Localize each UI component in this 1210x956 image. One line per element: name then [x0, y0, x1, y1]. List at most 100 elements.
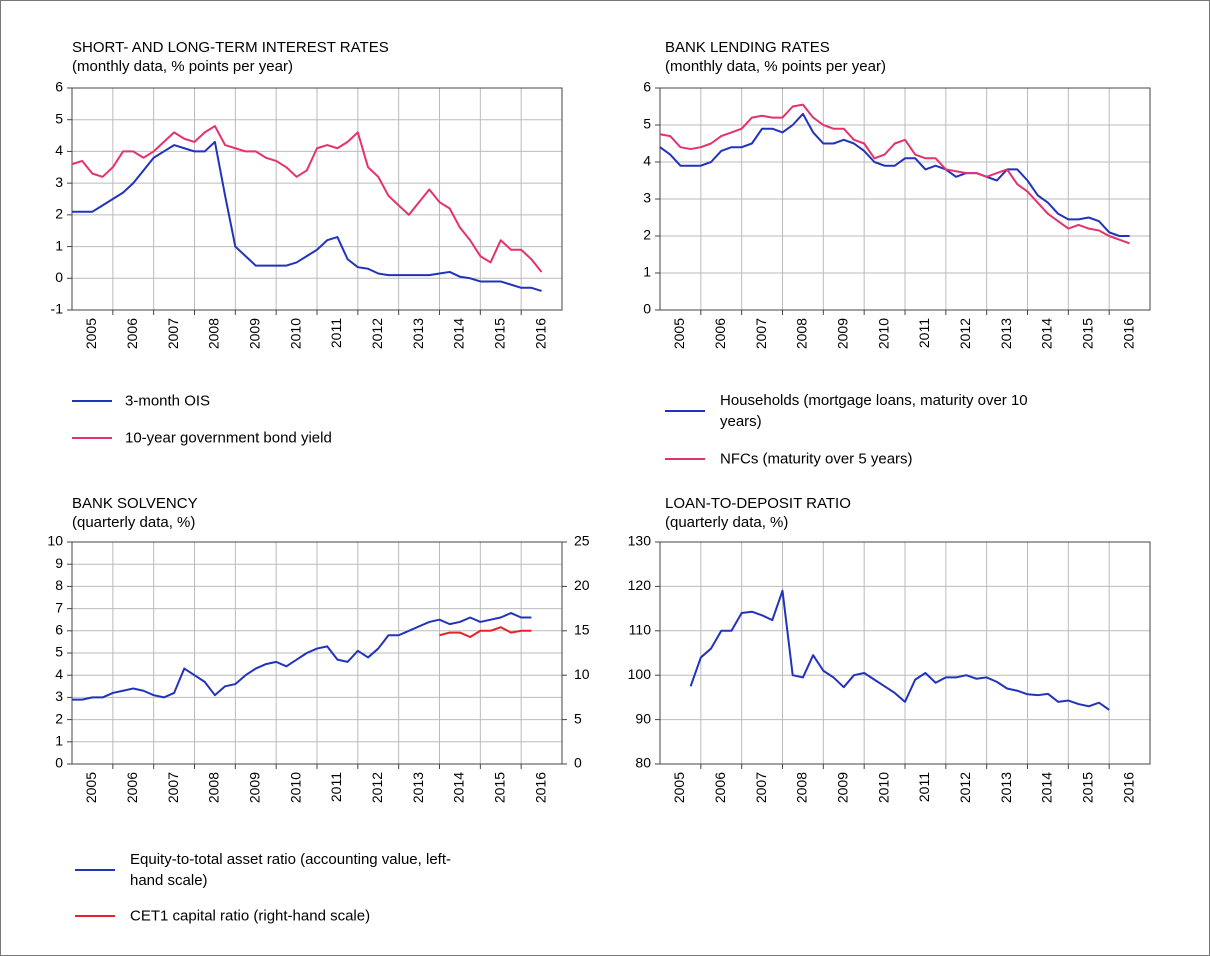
legend-label: 3-month OIS: [125, 392, 211, 410]
chart-subtitle: (quarterly data, %): [72, 514, 195, 531]
series-line: [439, 626, 532, 639]
y-tick-label: 5: [55, 644, 63, 660]
chart-subtitle: (monthly data, % points per year): [665, 58, 886, 75]
legend-label: NFCs (maturity over 5 years): [720, 450, 913, 468]
x-tick-label: 2010: [287, 318, 303, 349]
y-tick-label: 3: [55, 688, 63, 704]
x-tick-label: 2015: [1079, 318, 1095, 349]
chart-subtitle: (monthly data, % points per year): [72, 58, 293, 75]
x-tick-label: 2016: [1120, 318, 1136, 349]
y2-tick-label: 10: [574, 666, 590, 682]
y-tick-label: 4: [643, 153, 651, 169]
legend-label: 10-year government bond yield: [125, 429, 332, 447]
x-tick-label: 2009: [834, 772, 850, 803]
series-line: [71, 125, 543, 273]
x-tick-label: 2016: [532, 318, 548, 349]
y-tick-label: 3: [55, 174, 63, 190]
x-tick-label: 2006: [712, 318, 728, 349]
y-tick-label: 6: [643, 79, 651, 95]
y-tick-label: 10: [47, 533, 63, 549]
plot-frame: [659, 87, 1151, 311]
x-tick-label: 2005: [83, 318, 99, 349]
y-tick-label: 1: [643, 264, 651, 280]
y2-tick-label: 5: [574, 710, 582, 726]
x-tick-label: 2006: [124, 772, 140, 803]
series-line: [659, 103, 1130, 245]
y-tick-label: 7: [55, 599, 63, 615]
x-tick-label: 2014: [1039, 772, 1055, 803]
x-tick-label: 2008: [794, 318, 810, 349]
y-tick-label: -1: [51, 301, 64, 317]
x-tick-label: 2005: [671, 772, 687, 803]
y-tick-label: 5: [643, 116, 651, 132]
y-tick-label: 1: [55, 733, 63, 749]
x-tick-label: 2012: [957, 772, 973, 803]
x-tick-label: 2015: [491, 318, 507, 349]
x-tick-label: 2010: [875, 318, 891, 349]
y-tick-label: 110: [629, 622, 652, 638]
y2-tick-label: 15: [574, 622, 590, 638]
series-line: [689, 589, 1110, 711]
x-tick-label: 2014: [451, 772, 467, 803]
y-tick-label: 9: [55, 555, 63, 571]
y-tick-label: 4: [55, 142, 63, 158]
x-tick-label: 2005: [83, 772, 99, 803]
x-tick-label: 2013: [998, 318, 1014, 349]
legend-label: CET1 capital ratio (right-hand scale): [130, 907, 371, 925]
x-tick-label: 2008: [206, 772, 222, 803]
y-tick-label: 130: [628, 533, 652, 549]
y-tick-label: 90: [635, 710, 651, 726]
y-tick-label: 2: [643, 227, 651, 243]
y-tick-label: 8: [55, 577, 63, 593]
plot-frame: [71, 87, 563, 311]
chart-title: BANK SOLVENCY: [72, 495, 198, 512]
x-tick-label: 2006: [124, 318, 140, 349]
x-tick-label: 2015: [491, 772, 507, 803]
y-tick-label: 100: [628, 666, 652, 682]
legend-label: Equity-to-total asset ratio (accounting …: [130, 851, 451, 889]
y-tick-label: 120: [628, 577, 652, 593]
y-tick-label: 2: [55, 710, 63, 726]
x-tick-label: 2010: [875, 772, 891, 803]
y2-tick-label: 0: [574, 755, 582, 771]
chart-title: BANK LENDING RATES: [665, 39, 830, 56]
plot-frame: [659, 541, 1151, 765]
x-tick-label: 2005: [671, 318, 687, 349]
y-tick-label: 3: [643, 190, 651, 206]
x-tick-label: 2009: [834, 318, 850, 349]
y-tick-label: 80: [635, 755, 651, 771]
x-tick-label: 2013: [410, 318, 426, 349]
plot-frame: [71, 541, 563, 765]
x-tick-label: 2007: [753, 772, 769, 803]
x-tick-label: 2006: [712, 772, 728, 803]
y2-tick-label: 25: [574, 533, 590, 549]
x-tick-label: 2011: [328, 772, 344, 802]
x-tick-label: 2016: [532, 772, 548, 803]
y2-tick-label: 20: [574, 577, 590, 593]
x-tick-label: 2007: [165, 772, 181, 803]
y-tick-label: 0: [643, 301, 651, 317]
chart-title: SHORT- AND LONG-TERM INTEREST RATES: [72, 39, 389, 56]
x-tick-label: 2015: [1079, 772, 1095, 803]
x-tick-label: 2011: [916, 772, 932, 802]
x-tick-label: 2011: [916, 318, 932, 348]
x-tick-label: 2008: [794, 772, 810, 803]
y-tick-label: 2: [55, 206, 63, 222]
y-tick-label: 6: [55, 622, 63, 638]
y-tick-label: 0: [55, 755, 63, 771]
x-tick-label: 2012: [957, 318, 973, 349]
x-tick-label: 2013: [410, 772, 426, 803]
x-tick-label: 2007: [165, 318, 181, 349]
y-tick-label: 6: [55, 79, 63, 95]
legend-label: Households (mortgage loans, maturity ove…: [720, 392, 1028, 430]
chart-subtitle: (quarterly data, %): [665, 514, 788, 531]
x-tick-label: 2007: [753, 318, 769, 349]
x-tick-label: 2013: [998, 772, 1014, 803]
y-tick-label: 5: [55, 110, 63, 126]
x-tick-label: 2009: [246, 318, 262, 349]
x-tick-label: 2010: [287, 772, 303, 803]
x-tick-label: 2009: [246, 772, 262, 803]
